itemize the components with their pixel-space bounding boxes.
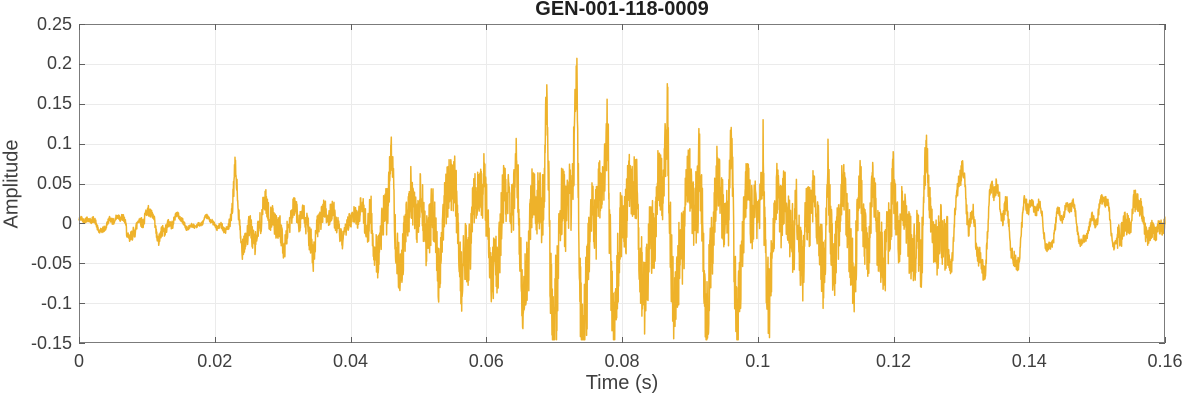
y-tick-label: 0.25	[36, 13, 72, 34]
y-tick-label: 0.05	[36, 173, 72, 193]
y-tick-label: 0.1	[46, 133, 72, 154]
y-tick-label: 0.15	[36, 93, 72, 114]
tick-marks	[79, 24, 1166, 344]
x-tick-label: 0.1	[745, 351, 771, 371]
x-tick-label: 0.04	[332, 351, 369, 371]
y-tick-label: -0.05	[30, 252, 72, 273]
figure-title: GEN-001-118-0009	[535, 0, 709, 20]
x-tick-label: 0.16	[1147, 351, 1183, 371]
x-axis-label: Time (s)	[585, 372, 659, 394]
x-tick-label: 0.02	[197, 351, 233, 371]
y-tick-label: -0.15	[30, 332, 72, 353]
grid-lines	[79, 24, 1165, 343]
x-tick-label: 0.08	[604, 351, 640, 371]
x-tick-label: 0.06	[468, 351, 504, 371]
x-tick-label: 0	[73, 351, 85, 371]
y-tick-label: 0.2	[46, 53, 72, 74]
x-tick-label: 0.14	[1011, 351, 1047, 371]
y-tick-label: -0.1	[40, 292, 72, 313]
x-tick-label: 0.12	[875, 351, 912, 371]
waveform-path	[78, 57, 1166, 341]
y-tick-label: 0	[61, 212, 72, 233]
